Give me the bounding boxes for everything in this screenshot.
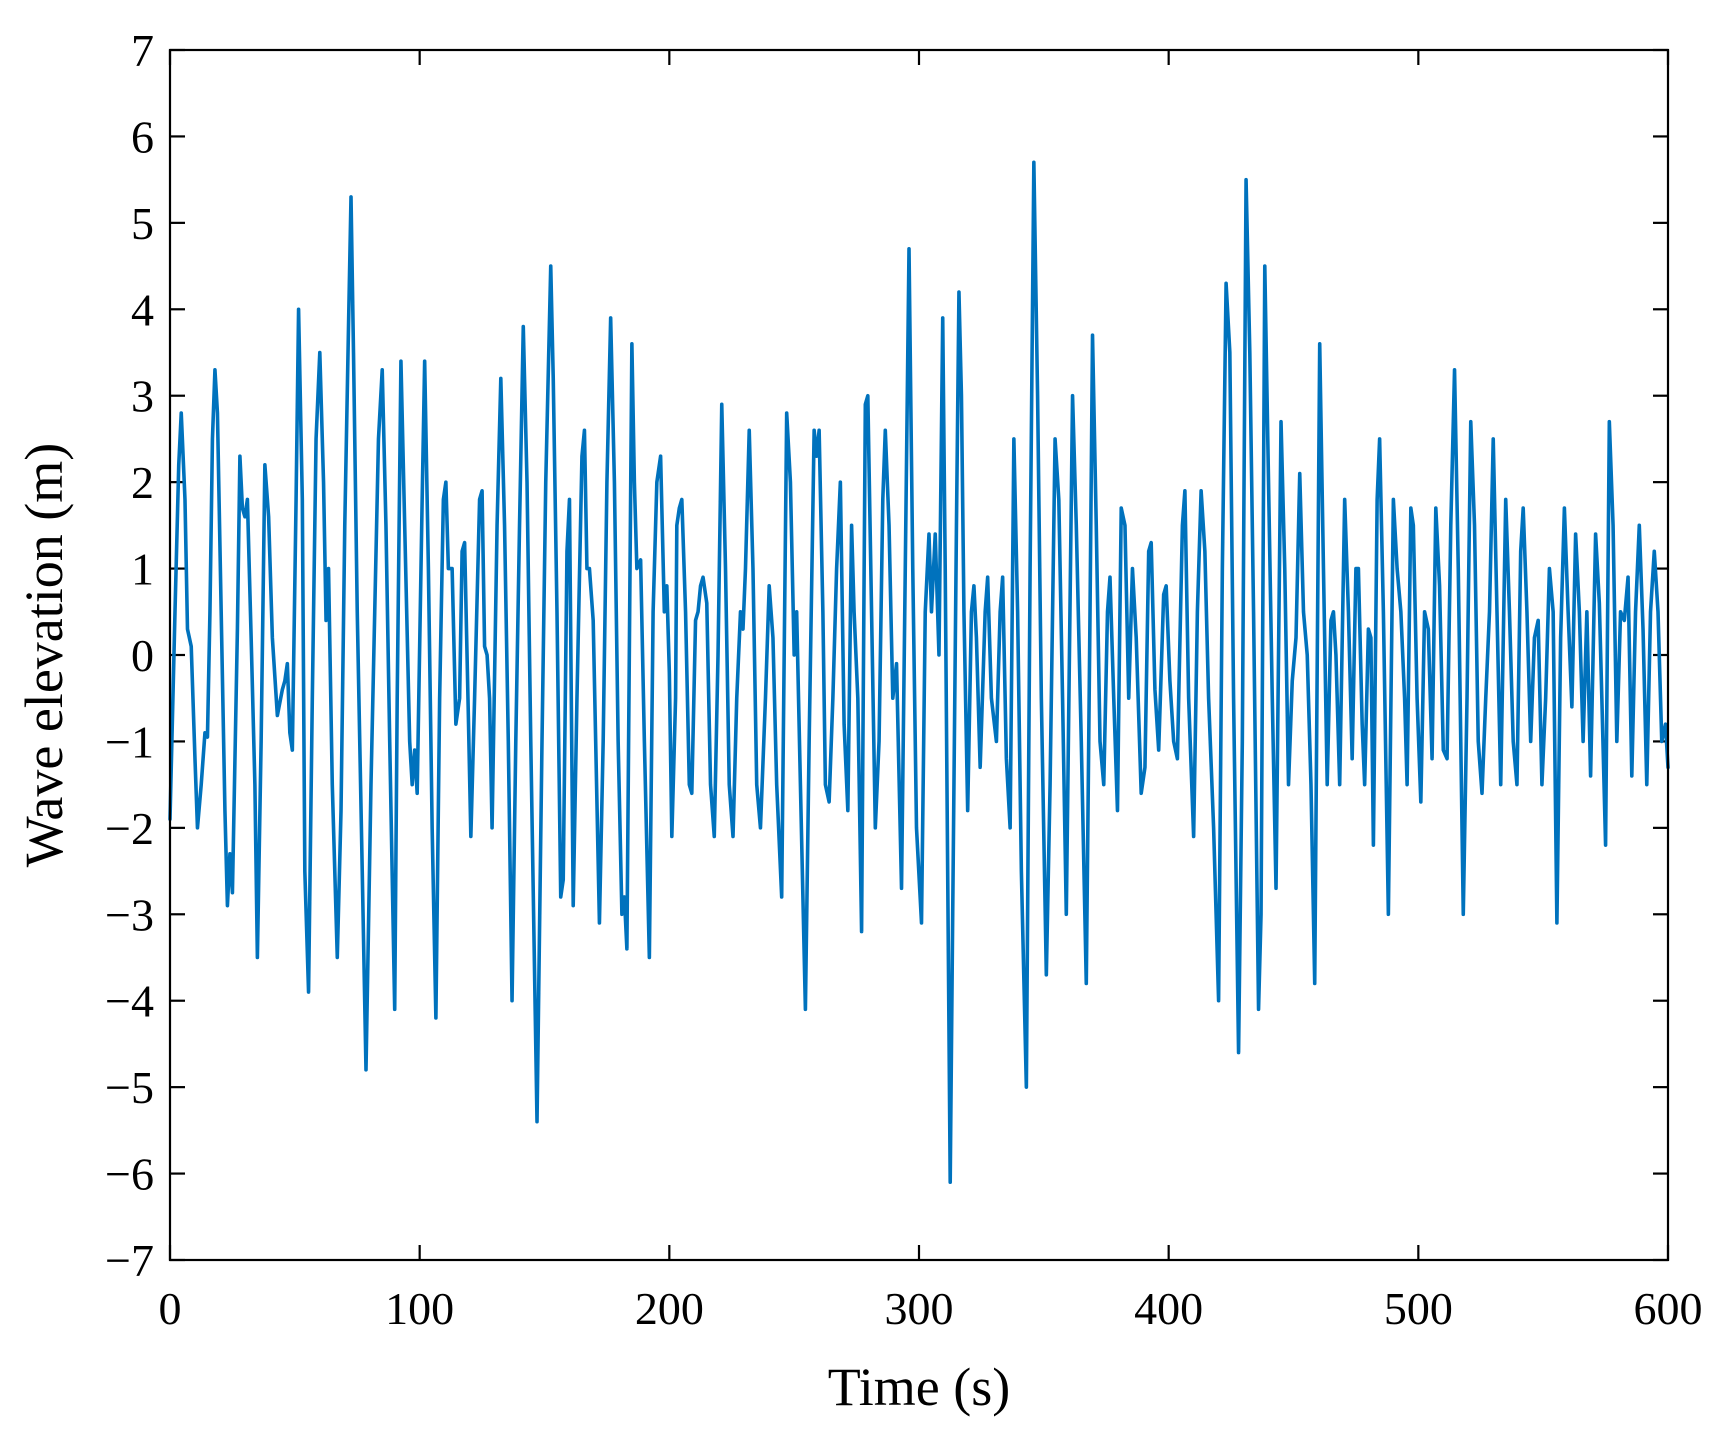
y-tick-label: 6 [131, 111, 154, 162]
plot-background [170, 50, 1668, 1260]
y-tick-label: 2 [131, 457, 154, 508]
x-tick-label: 600 [1634, 1283, 1703, 1334]
y-tick-label: −4 [105, 976, 154, 1027]
x-tick-label: 200 [635, 1283, 704, 1334]
y-tick-label: −2 [105, 803, 154, 854]
y-tick-label: 5 [131, 198, 154, 249]
labels-layer: 0 100 200 300 400 500 600 7 6 5 4 3 2 1 0 −1 −2 −3 −4 −5 −6 −… [105, 25, 1702, 1334]
y-axis-label: Wave elevation (m) [14, 443, 74, 867]
x-tick-label: 100 [385, 1283, 454, 1334]
x-axis-label: Time (s) [828, 1357, 1011, 1417]
wave-elevation-line [168, 160, 1670, 1185]
y-tick-label: −1 [105, 716, 154, 767]
y-tick-label: 4 [131, 284, 154, 335]
y-tick-label: 0 [131, 630, 154, 681]
plot-frame [168, 48, 1670, 1262]
y-tick-label: 3 [131, 371, 154, 422]
y-tick-label: 1 [131, 544, 154, 595]
y-tick-label: −7 [105, 1235, 154, 1286]
y-tick-label: −3 [105, 889, 154, 940]
x-tick-label: 500 [1384, 1283, 1453, 1334]
y-tick-label: 7 [131, 25, 154, 76]
x-tick-label: 300 [885, 1283, 954, 1334]
y-tick-label: −6 [105, 1149, 154, 1200]
y-tick-label: −5 [105, 1062, 154, 1113]
x-tick-label: 0 [159, 1283, 182, 1334]
x-tick-label: 400 [1134, 1283, 1203, 1334]
